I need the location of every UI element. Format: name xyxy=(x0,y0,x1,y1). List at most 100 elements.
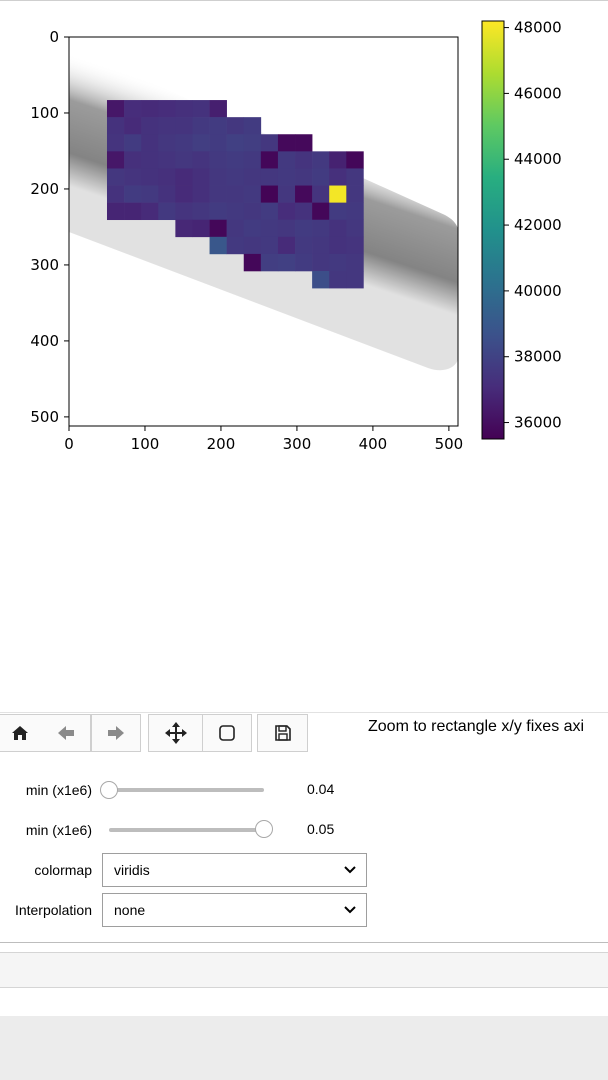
heatmap-cell xyxy=(329,219,347,238)
y-tick-label: 400 xyxy=(30,332,59,350)
save-button[interactable] xyxy=(257,714,308,752)
heatmap-cell xyxy=(226,219,245,238)
heatmap-cell xyxy=(260,151,279,169)
heatmap-cell xyxy=(141,100,159,118)
heatmap-cell xyxy=(192,202,210,221)
max-slider-track[interactable] xyxy=(109,828,264,832)
min-slider-handle[interactable] xyxy=(100,781,118,799)
arrow-left-icon xyxy=(57,726,74,740)
x-tick-label: 400 xyxy=(359,435,388,453)
back-button[interactable] xyxy=(41,714,91,752)
interpolation-label: Interpolation xyxy=(14,902,92,918)
max-slider-value: 0.05 xyxy=(307,821,335,837)
heatmap-cell xyxy=(106,100,125,118)
heatmap-cell xyxy=(312,219,330,238)
heatmap-cell xyxy=(346,271,364,289)
heatmap-cell xyxy=(226,185,245,203)
heatmap-cell xyxy=(260,202,279,221)
heatmap-cell xyxy=(158,168,176,186)
floppy-icon xyxy=(274,725,291,741)
bottom-bar xyxy=(0,1016,608,1080)
heatmap-cell xyxy=(329,271,347,289)
heatmap-cell xyxy=(295,219,313,238)
heatmap-cell xyxy=(124,100,142,118)
heatmap-cells xyxy=(106,100,364,289)
colorbar-tick-label: 38000 xyxy=(514,348,562,366)
heatmap-cell xyxy=(329,151,347,169)
heatmap-cell xyxy=(312,236,330,255)
heatmap-cell xyxy=(277,202,296,221)
colormap-row: colormap xyxy=(0,853,96,887)
heatmap-cell xyxy=(312,271,330,289)
y-tick-label: 500 xyxy=(30,408,59,426)
colormap-value: viridis xyxy=(114,862,150,878)
heatmap-cell xyxy=(141,134,159,152)
plot-frame xyxy=(68,36,459,427)
heatmap-cell xyxy=(260,253,279,272)
colorbar-tick-label: 36000 xyxy=(514,414,562,432)
heatmap-cell xyxy=(346,185,364,203)
heatmap-cell xyxy=(312,168,330,186)
heatmap-cell xyxy=(192,168,210,186)
heatmap-cell xyxy=(124,117,142,135)
interpolation-row: Interpolation xyxy=(0,893,96,927)
heatmap-cell xyxy=(312,253,330,272)
max-slider-row: min (x1e6) xyxy=(0,813,94,847)
square-icon xyxy=(219,725,235,741)
interpolation-value: none xyxy=(114,902,146,918)
colorbar-tick-label: 40000 xyxy=(514,282,562,300)
heatmap-cell xyxy=(141,168,159,186)
heatmap-cell xyxy=(141,117,159,135)
heatmap-cell xyxy=(175,100,193,118)
forward-button[interactable] xyxy=(91,714,141,752)
heatmap-cell xyxy=(209,236,227,255)
arrow-right-icon xyxy=(108,726,124,740)
heatmap-cell xyxy=(312,202,330,221)
heatmap-cell xyxy=(346,151,364,169)
x-tick-label: 200 xyxy=(207,435,236,453)
heatmap-cell xyxy=(141,202,159,221)
zoom-button[interactable] xyxy=(202,714,252,752)
heatmap-cell xyxy=(124,134,142,152)
interpolation-select[interactable]: none xyxy=(102,893,367,927)
heatmap-cell xyxy=(124,185,142,203)
x-tick-label: 300 xyxy=(283,435,312,453)
y-axis: 0 100 200 300 400 500 xyxy=(30,28,69,426)
min-slider-label: min (x1e6) xyxy=(25,782,92,798)
heatmap-cell xyxy=(192,134,210,152)
colormap-label: colormap xyxy=(34,862,92,878)
heatmap-cell xyxy=(209,168,227,186)
heatmap-cell xyxy=(226,134,245,152)
heatmap-cell xyxy=(312,185,330,203)
home-button[interactable] xyxy=(0,714,42,752)
heatmap-cell xyxy=(158,100,176,118)
heatmap-cell xyxy=(192,100,210,118)
heatmap-cell xyxy=(295,134,313,152)
heatmap-cell xyxy=(124,168,142,186)
colormap-select[interactable]: viridis xyxy=(102,853,367,887)
heatmap-cell xyxy=(226,202,245,221)
chevron-down-icon xyxy=(344,866,356,874)
pan-button[interactable] xyxy=(148,714,203,752)
heatmap-cell xyxy=(277,236,296,255)
heatmap-cell xyxy=(277,168,296,186)
heatmap-cell xyxy=(277,253,296,272)
x-tick-label: 500 xyxy=(435,435,464,453)
heatmap-cell xyxy=(209,134,227,152)
heatmap-cell xyxy=(295,253,313,272)
colorbar-axis: 36000 38000 40000 42000 44000 46000 48000 xyxy=(504,19,562,432)
heatmap-cell xyxy=(295,202,313,221)
min-slider-track[interactable] xyxy=(109,788,264,792)
colorbar-tick-label: 42000 xyxy=(514,216,562,234)
heatmap-cell xyxy=(226,117,245,135)
heatmap-cell xyxy=(175,219,193,238)
heatmap-cell xyxy=(192,185,210,203)
heatmap-cell xyxy=(329,202,347,221)
min-slider-value: 0.04 xyxy=(307,781,335,797)
heatmap-cell xyxy=(260,219,279,238)
move-icon xyxy=(164,722,187,744)
heatmap-cell xyxy=(243,134,262,152)
max-slider-handle[interactable] xyxy=(255,820,273,838)
output-area xyxy=(0,952,608,988)
